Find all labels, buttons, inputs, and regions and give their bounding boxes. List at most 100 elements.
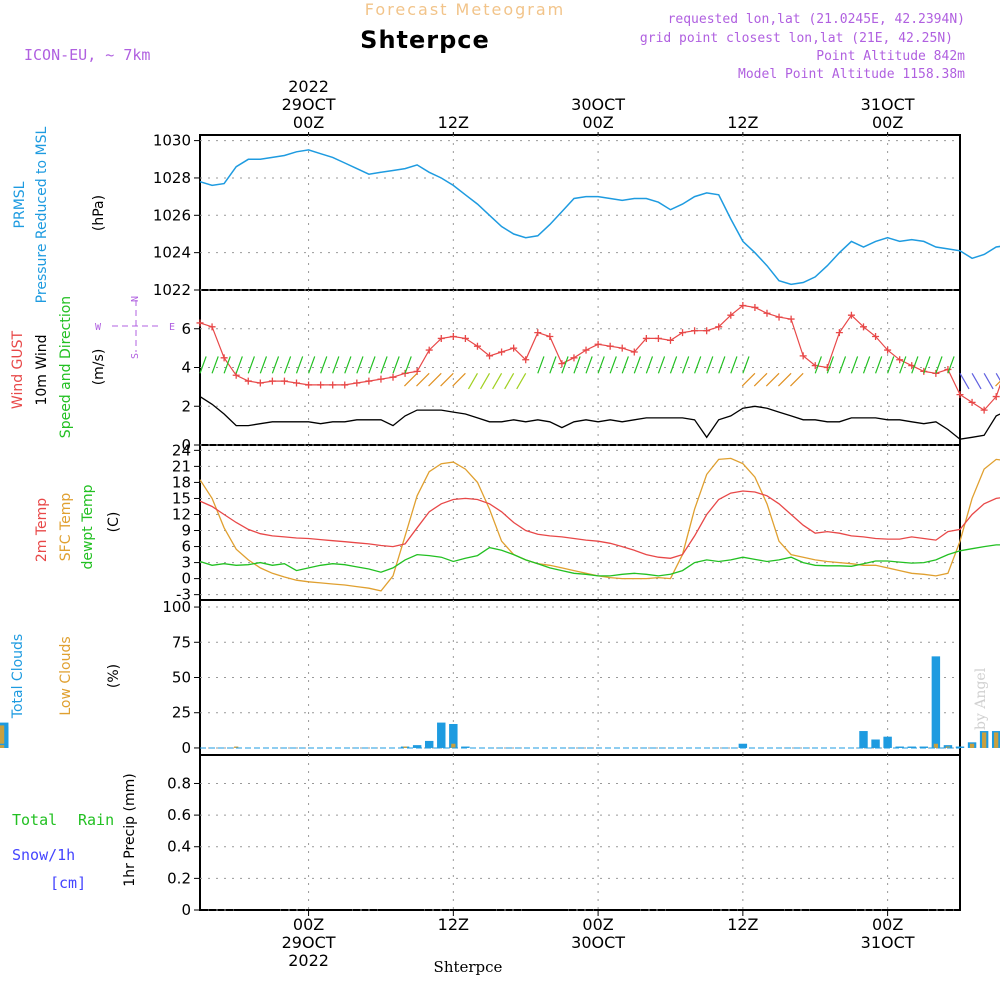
gust-marker — [510, 344, 518, 352]
precip-rain: Rain — [78, 811, 114, 829]
bar-total-cloud — [424, 740, 434, 748]
gust-marker — [968, 398, 976, 406]
bar-total-cloud — [883, 736, 892, 748]
gust-marker — [534, 329, 542, 337]
pressure-label-2: Pressure Reduced to MSL — [34, 126, 50, 303]
requested-coords: requested lon,lat (21.0245E, 42.2394N) — [668, 12, 965, 27]
ytick-label-precip: 0.2 — [167, 869, 191, 887]
pressure-unit: (hPa) — [91, 195, 107, 231]
t2m-label: 2m Temp — [34, 498, 50, 562]
bar-total-cloud — [412, 745, 422, 748]
ytick-label-temp: 18 — [172, 473, 191, 491]
gust-marker — [872, 333, 880, 340]
ytick-label-wind: 2 — [181, 397, 191, 415]
bar-total-cloud — [907, 746, 916, 748]
gust-marker — [751, 303, 759, 311]
compass-s: S — [130, 353, 141, 359]
ytick-label-temp: 21 — [172, 457, 191, 475]
bar-low-cloud — [969, 743, 975, 748]
series-layer — [0, 149, 1000, 911]
temp-unit: (C) — [106, 512, 122, 533]
pressure-label-1: PRMSL — [12, 181, 28, 228]
gust-marker — [558, 360, 566, 368]
gust-label: Wind GUST — [10, 330, 26, 409]
wind-direction-arrow — [271, 356, 280, 374]
gust-marker — [365, 377, 373, 385]
wind-direction-arrow — [561, 356, 569, 374]
top-time-label: 30OCT — [571, 95, 625, 114]
wind-direction-arrow — [440, 372, 454, 387]
panel-frames — [199, 134, 961, 911]
wind-direction-arrow — [935, 356, 943, 374]
station-title: Shterpce — [360, 26, 490, 54]
wind-direction-arrow — [259, 356, 268, 374]
gust-marker — [461, 334, 469, 342]
ytick-label-clouds: 50 — [172, 669, 191, 687]
series-prmsl — [199, 149, 1000, 286]
gust-marker — [727, 311, 735, 319]
bottom-time-label: 30OCT — [571, 933, 625, 952]
wind-direction-arrow — [826, 356, 835, 374]
wind-direction-arrow — [741, 372, 756, 387]
precip-cm: [cm] — [50, 874, 86, 892]
ytick-label-wind: 6 — [181, 320, 191, 338]
wind-direction-arrow — [247, 356, 255, 374]
gust-marker — [630, 348, 638, 356]
wind-direction-arrow — [199, 356, 207, 374]
gust-marker — [642, 334, 650, 342]
bottom-time-label: 12Z — [438, 915, 469, 934]
bottom-time-label: 00Z — [293, 915, 324, 934]
wind-direction-arrow — [492, 373, 503, 390]
bottom-time-axis: 00Z29OCT202212Z00Z30OCT12Z00Z31OCT12Z — [282, 910, 915, 970]
bar-low-cloud — [982, 732, 987, 748]
wind-direction-arrow — [911, 356, 919, 374]
wind-direction-arrow — [765, 372, 780, 387]
gust-marker — [835, 329, 843, 337]
gust-marker — [268, 377, 276, 385]
wind-direction-arrow — [392, 356, 400, 374]
gust-marker — [691, 327, 699, 335]
gust-marker — [715, 323, 723, 331]
bar-total-cloud — [955, 746, 965, 748]
panel-pressure — [199, 134, 961, 291]
wind-direction-arrow — [223, 356, 231, 374]
gust-marker — [884, 346, 892, 354]
ytick-label-pressure: 1022 — [153, 281, 191, 299]
gust-marker — [546, 333, 554, 340]
gust-marker — [486, 352, 494, 360]
gust-marker — [305, 381, 313, 389]
bar-total-cloud — [437, 722, 446, 748]
wind-direction-arrow — [452, 372, 466, 387]
wind-direction-arrow — [504, 373, 515, 390]
wind-direction-arrow — [537, 356, 545, 374]
wind-direction-arrow — [983, 373, 994, 390]
ytick-label-clouds: 100 — [162, 598, 191, 616]
wind-direction-arrow — [211, 356, 219, 374]
wind-direction-arrow — [645, 356, 654, 374]
bottom-time-label: 00Z — [872, 915, 903, 934]
wind-direction-arrow — [887, 356, 895, 374]
gust-marker — [377, 375, 385, 383]
wind-direction-arrow — [480, 373, 491, 390]
ytick-label-temp: 6 — [181, 538, 191, 556]
gust-marker — [293, 379, 301, 387]
series-wind-10m — [199, 396, 1000, 440]
bar-total-cloud — [738, 743, 748, 748]
precip-snow: Snow/1h — [12, 846, 75, 864]
y-tick-labels: 10301028102610241022642024211815129630-3… — [153, 132, 191, 919]
top-time-label: 29OCT — [282, 95, 336, 114]
total-clouds-label: Total Clouds — [10, 634, 26, 719]
bar-total-cloud — [859, 731, 868, 748]
bottom-time-label: 00Z — [582, 915, 613, 934]
gust-marker — [208, 323, 216, 331]
bar-low-cloud — [402, 746, 408, 748]
wind-label: 10m Wind — [34, 334, 50, 405]
credit-watermark: by Angel — [973, 667, 989, 730]
ytick-label-temp: 12 — [172, 505, 191, 523]
wind-direction-arrow — [633, 356, 642, 374]
wind-direction-arrow — [995, 380, 1000, 387]
ytick-label-pressure: 1024 — [153, 244, 191, 262]
gust-marker — [932, 369, 940, 377]
ytick-label-precip: 0.4 — [167, 838, 191, 856]
